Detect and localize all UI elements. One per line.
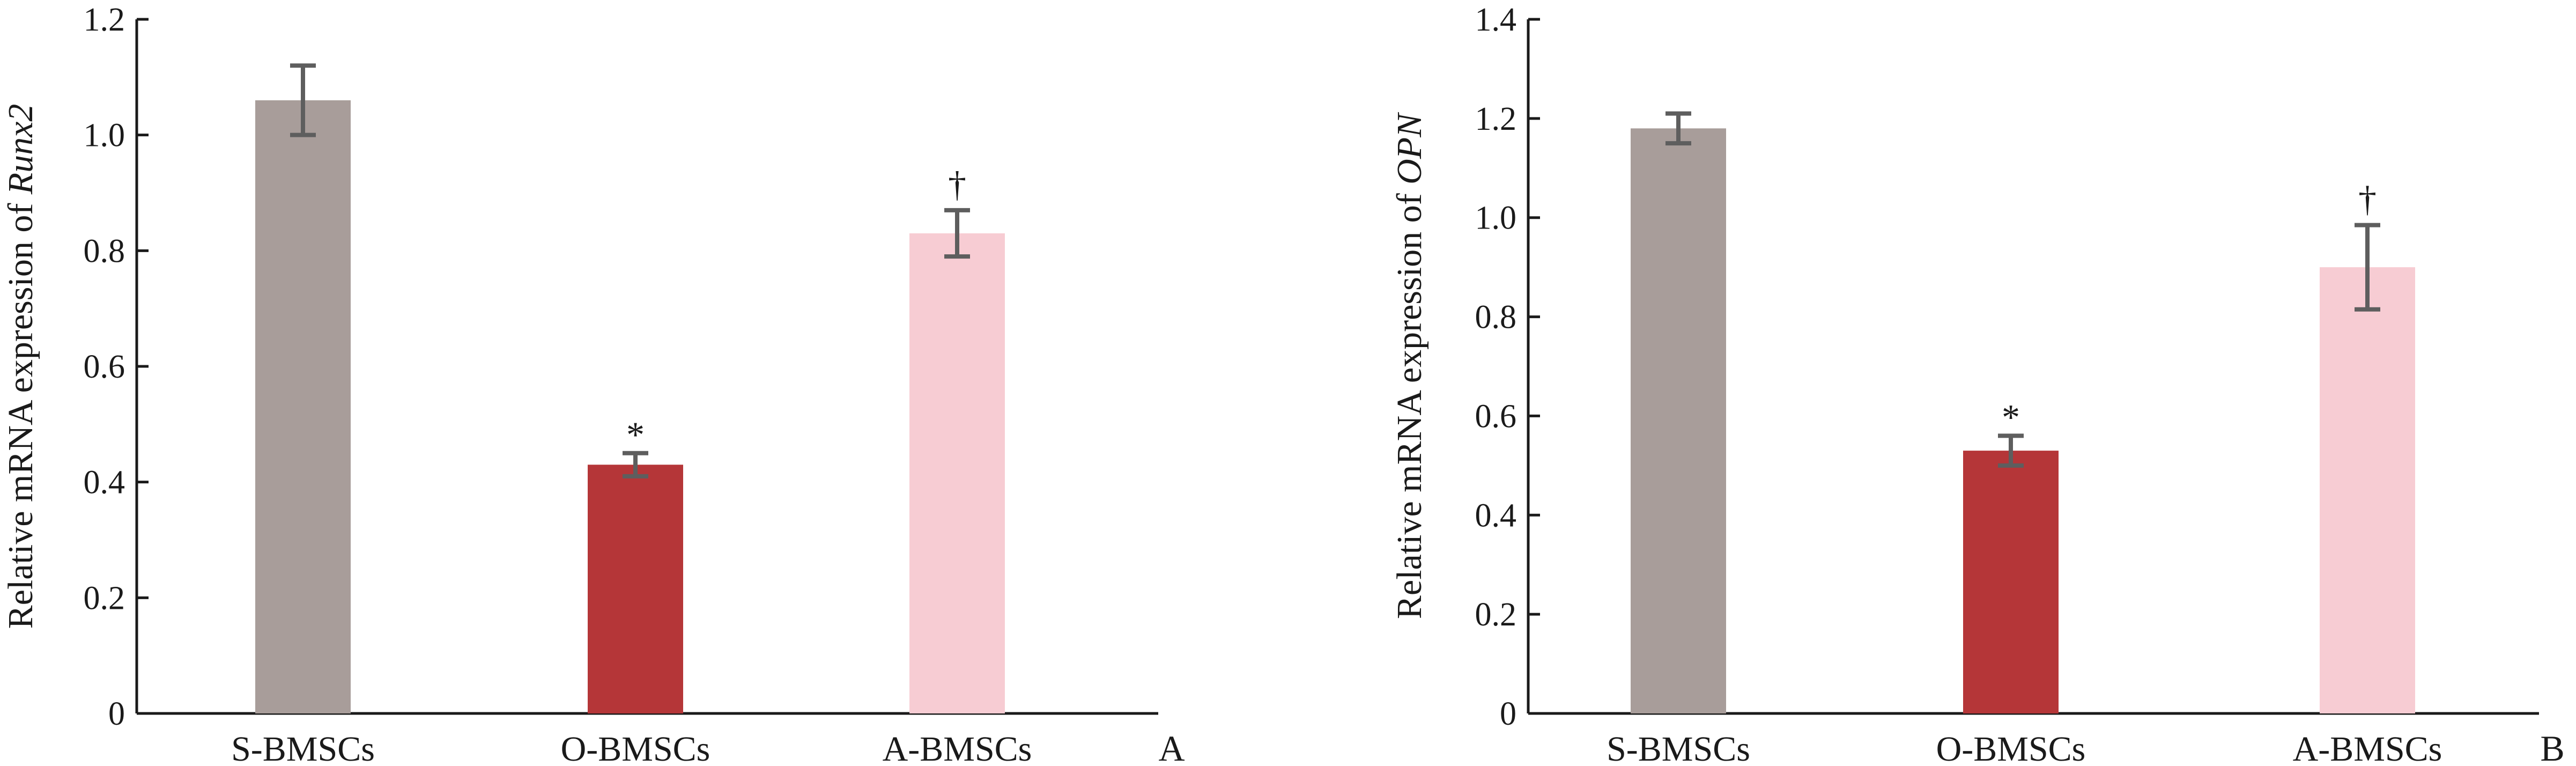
y-tick-label: 0.8 (1475, 299, 1517, 336)
y-tick-label: 1.0 (84, 117, 125, 154)
y-tick-label: 1.2 (1475, 101, 1517, 137)
y-axis-label-gene: OPN (1390, 112, 1429, 185)
y-tick-label: 0.4 (1475, 497, 1517, 534)
y-tick-label: 0.2 (84, 580, 125, 616)
bar-o-bmscs (588, 465, 683, 713)
significance-marker: † (2358, 179, 2377, 219)
y-tick-label: 1.2 (84, 2, 125, 38)
panel-letter: A (1158, 728, 1185, 766)
y-tick-label: 0.8 (84, 233, 125, 269)
y-tick-label: 0.6 (1475, 398, 1517, 434)
y-axis-label-prefix: Relative mRNA expression of (1, 194, 40, 629)
x-tick-label: O-BMSCs (1936, 730, 2086, 766)
error-bar-o-bmscs (1998, 433, 2024, 468)
y-axis-label-gene: Runx2 (1, 104, 40, 195)
x-tick-label: S-BMSCs (1607, 730, 1750, 766)
chart-panel-a: 0 0.2 0.4 0.6 0.8 1.0 1.2 Relative mRNA express… (1, 2, 1185, 766)
error-bar-o-bmscs (623, 451, 648, 478)
y-axis-label-prefix: Relative mRNA expression of (1390, 185, 1429, 619)
bar-s-bmscs (255, 100, 351, 713)
panel-letter: B (2540, 728, 2564, 766)
significance-marker: * (626, 414, 645, 455)
error-bar-a-bmscs (2355, 223, 2380, 312)
x-tick-label: A-BMSCs (883, 730, 1032, 766)
x-tick-label: S-BMSCs (231, 730, 375, 766)
error-bar-a-bmscs (944, 208, 970, 259)
error-bar-s-bmscs (290, 63, 316, 137)
y-tick-label: 1.0 (1475, 200, 1517, 237)
y-tick-label: 0 (108, 696, 125, 732)
y-tick-label: 0.2 (1475, 596, 1517, 633)
bar-a-bmscs (909, 233, 1005, 713)
x-tick-label: O-BMSCs (561, 730, 710, 766)
significance-marker: † (948, 164, 966, 204)
y-tick-label: 1.4 (1475, 2, 1517, 38)
bar-s-bmscs (1631, 128, 1726, 713)
y-axis-label: Relative mRNA expression of Runx2 (1, 104, 40, 629)
error-bar-s-bmscs (1665, 111, 1691, 146)
chart-panel-b: 0 0.2 0.4 0.6 0.8 1.0 1.2 1.4 Relative mRNA expr… (1390, 2, 2565, 766)
y-tick-label: 0.6 (84, 349, 125, 385)
significance-marker: * (2002, 396, 2020, 437)
y-tick-label: 0 (1500, 696, 1516, 732)
y-axis-label: Relative mRNA expression of OPN (1390, 112, 1429, 619)
x-tick-label: A-BMSCs (2293, 730, 2442, 766)
y-tick-label: 0.4 (84, 465, 125, 501)
bar-a-bmscs (2320, 267, 2415, 714)
bar-o-bmscs (1963, 451, 2059, 713)
